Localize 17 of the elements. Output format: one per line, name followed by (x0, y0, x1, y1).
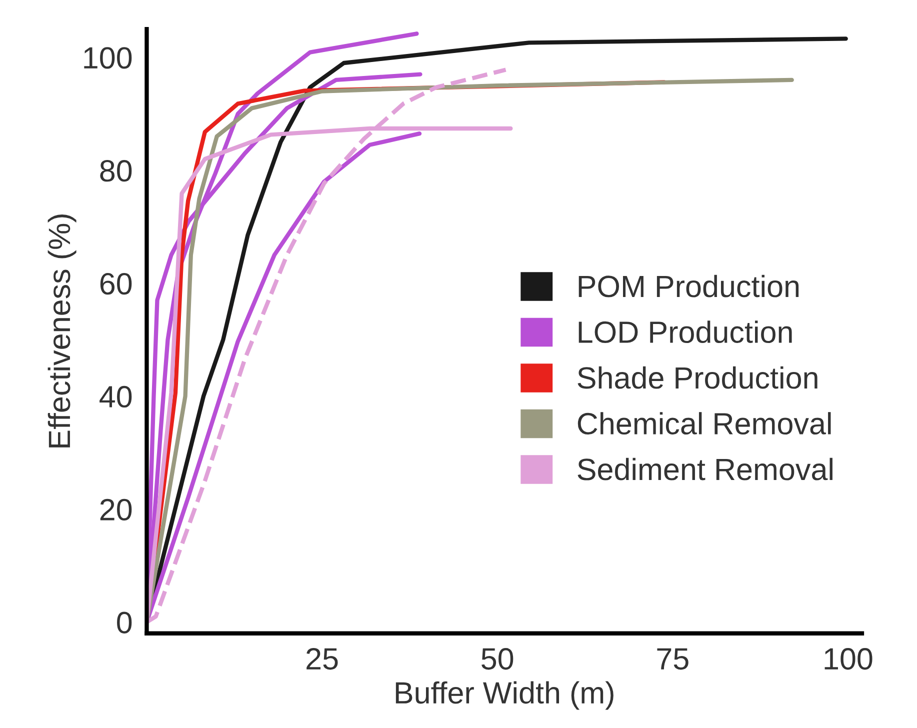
x-tick-label: 25 (306, 648, 338, 670)
y-tick-label: 100 (84, 47, 132, 69)
y-tick-label: 60 (100, 272, 132, 295)
y-tick-label: 40 (100, 386, 132, 408)
x-axis-title: Buffer Width (m) (396, 681, 614, 710)
x-tick-label: 100 (824, 648, 872, 670)
legend-label: Shade Production (578, 366, 818, 389)
y-tick-label: 80 (100, 160, 132, 182)
y-tick-label: 0 (117, 612, 132, 634)
legend-label: Sediment Removal (578, 458, 832, 480)
legend-label: LOD Production (578, 320, 792, 344)
y-tick-label: 20 (100, 498, 132, 520)
x-tick-label: 50 (482, 648, 514, 670)
y-axis-title: Effectiveness (%) (48, 214, 76, 448)
legend-label: Chemical Removal (578, 412, 831, 435)
legend-label: POM Production (578, 274, 799, 298)
x-tick-label: 75 (657, 648, 688, 670)
